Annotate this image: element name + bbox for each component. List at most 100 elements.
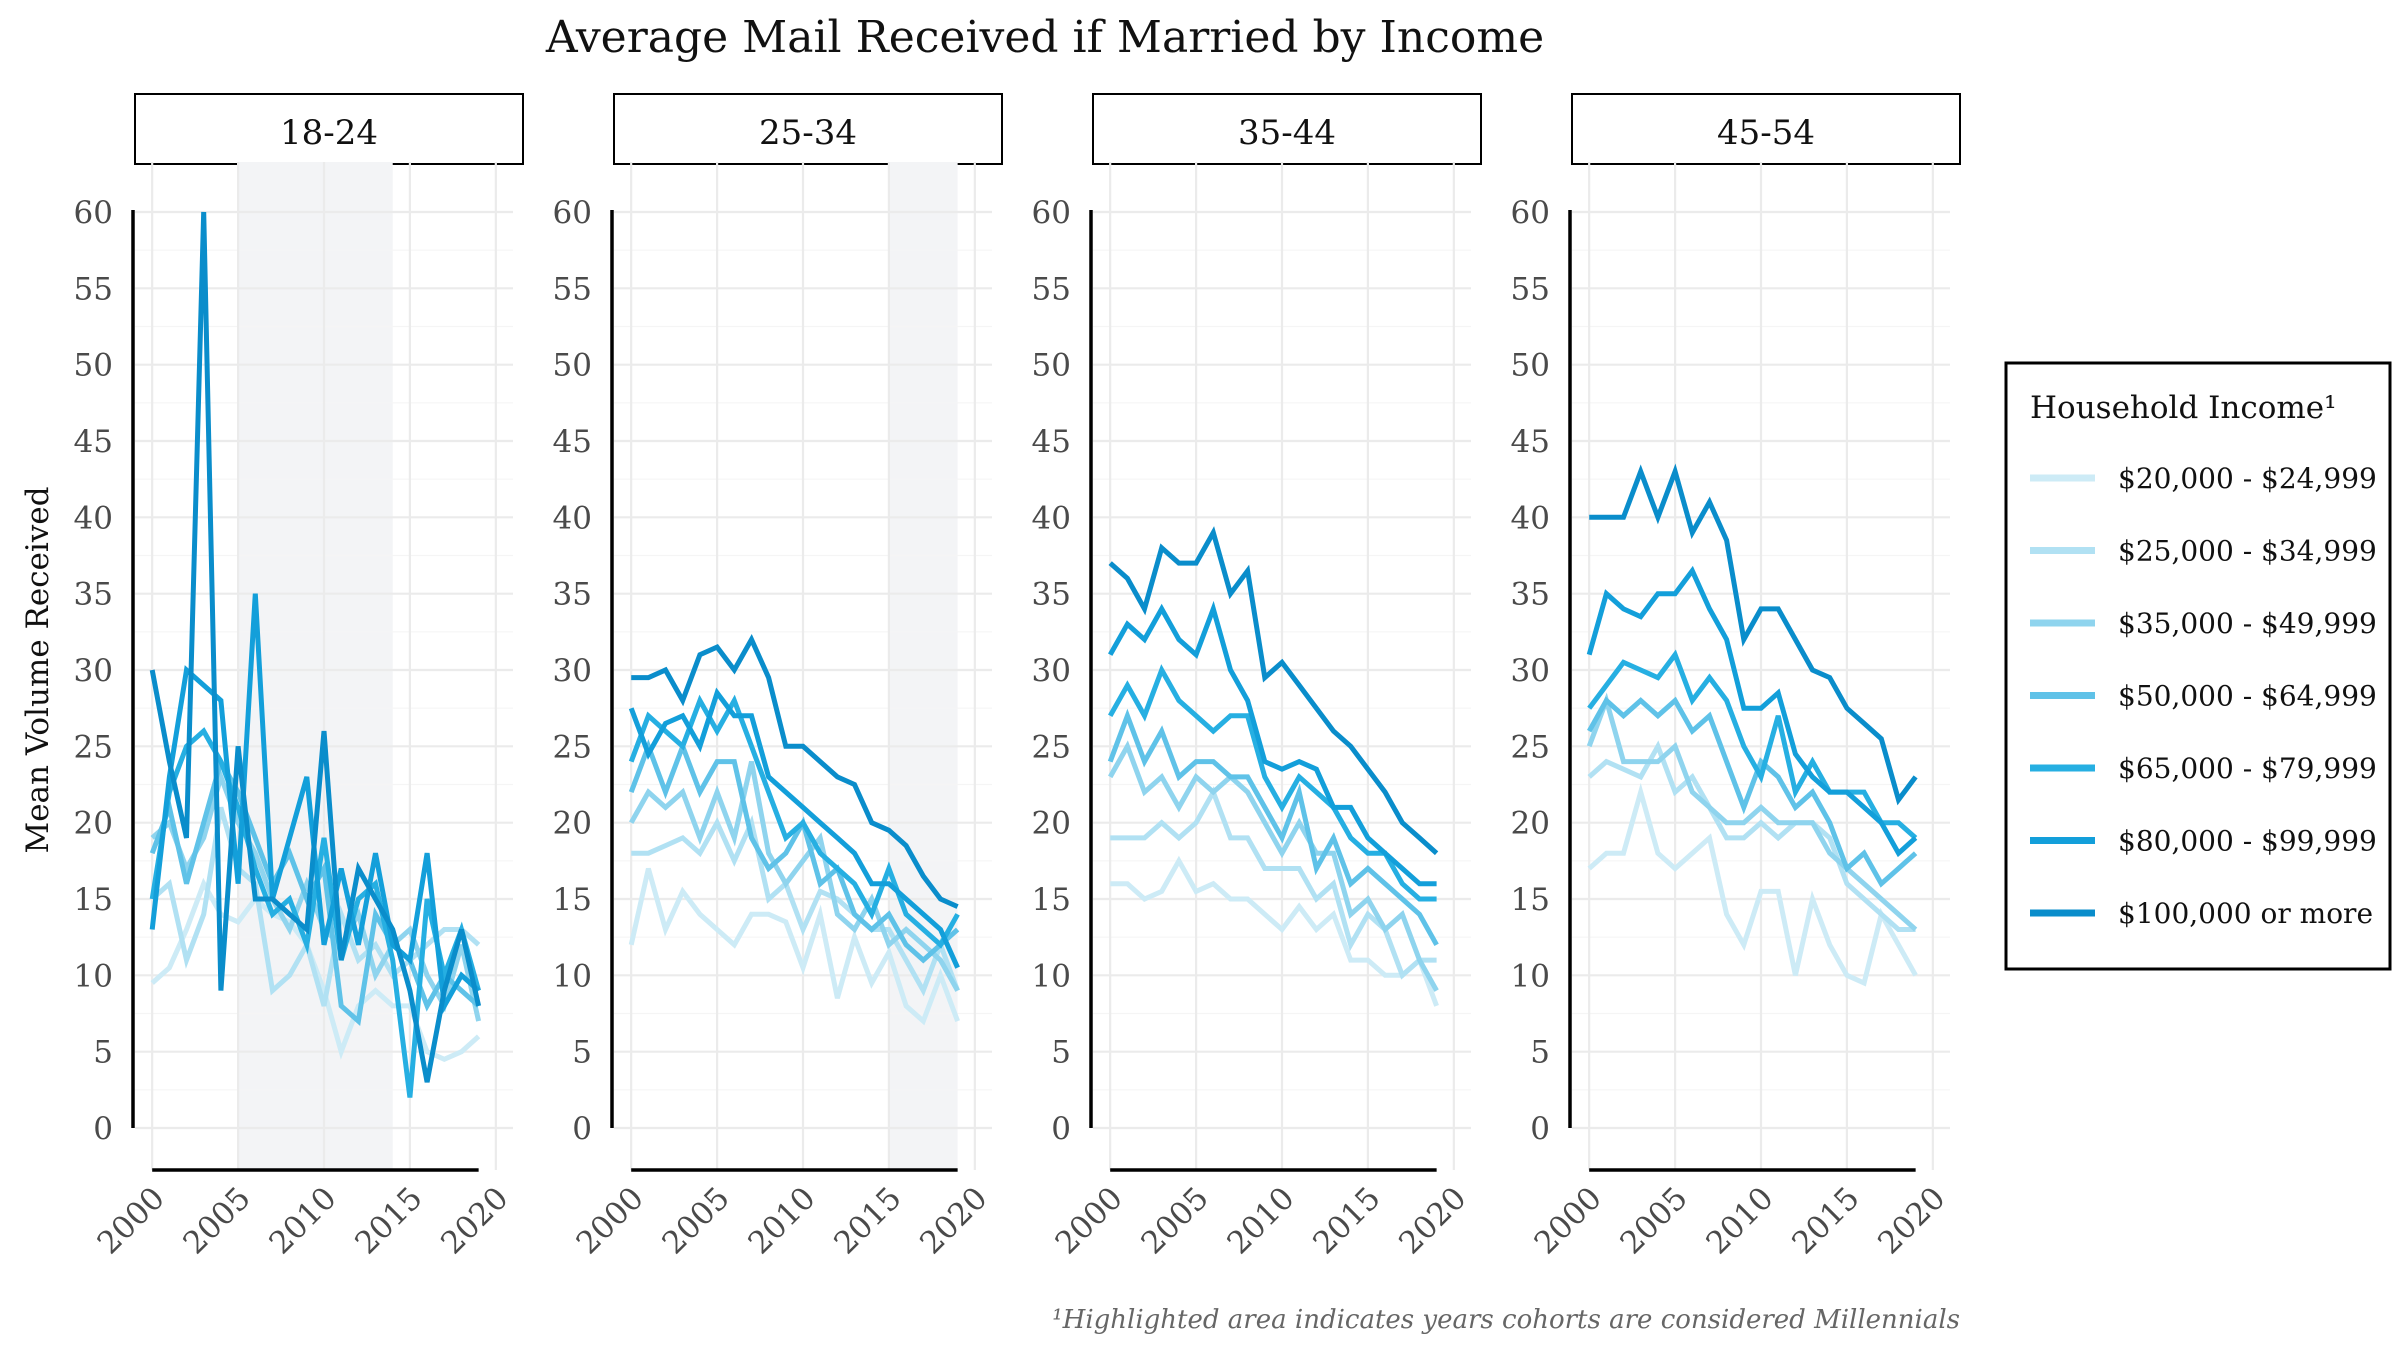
y-tick-label: 55 [553, 271, 592, 307]
y-tick-label: 5 [572, 1035, 592, 1071]
series-line-80-000-99-999 [1108, 600, 1437, 887]
chart-title: Average Mail Received if Married by Inco… [545, 12, 1544, 63]
y-tick-label: 10 [1511, 958, 1550, 994]
y-tick-label: 60 [1511, 195, 1550, 231]
y-tick-label: 45 [1032, 424, 1071, 460]
y-tick-label: 0 [1530, 1111, 1550, 1147]
y-tick-label: 10 [74, 958, 113, 994]
y-tick-label: 0 [93, 1111, 113, 1147]
panel-strip-45-54 [1571, 93, 1961, 165]
legend-item-label: $20,000 - $24,999 [2118, 462, 2377, 495]
series-line-65-000-79-999 [149, 727, 482, 1098]
series-line-50-000-64-999 [1587, 696, 1918, 888]
millennial-highlight [888, 162, 958, 1170]
y-tick-label: 5 [1051, 1035, 1071, 1071]
y-tick-label: 35 [1511, 577, 1550, 613]
legend-title: Household Income¹ [2030, 390, 2337, 426]
y-tick-label: 50 [1511, 348, 1550, 384]
millennial-highlight [238, 162, 393, 1170]
y-tick-label: 35 [1032, 577, 1071, 613]
y-tick-label: 25 [553, 729, 592, 765]
y-tick-label: 25 [74, 729, 113, 765]
y-tick-label: 55 [74, 271, 113, 307]
series-line-20-000-24-999 [628, 867, 960, 1026]
y-tick-label: 10 [553, 958, 592, 994]
y-tick-label: 30 [1511, 653, 1550, 689]
y-tick-label: 40 [553, 500, 592, 536]
y-tick-label: 20 [553, 806, 592, 842]
y-tick-label: 60 [74, 195, 113, 231]
panel-strip-35-44 [1092, 93, 1482, 165]
y-tick-label: 30 [1032, 653, 1071, 689]
legend-item-label: $80,000 - $99,999 [2118, 825, 2377, 858]
series-line-50-000-64-999 [1107, 708, 1439, 947]
y-tick-label: 20 [1032, 806, 1071, 842]
series-line-65-000-79-999 [1587, 649, 1918, 840]
series-line-80-000-99-999 [149, 593, 481, 1014]
legend: Household Income¹ $20,000 - $24,999 $25,00… [2004, 361, 2392, 971]
y-tick-label: 30 [74, 653, 113, 689]
y-tick-label: 50 [74, 348, 113, 384]
series-line-35-000-49-999 [1108, 740, 1439, 992]
panel-strip-25-34 [613, 93, 1003, 165]
y-tick-label: 55 [1032, 271, 1071, 307]
y-tick-label: 5 [1530, 1035, 1550, 1071]
series-line-65-000-79-999 [628, 694, 960, 949]
y-tick-label: 25 [1511, 729, 1550, 765]
y-tick-label: 40 [74, 500, 113, 536]
series-line-35-000-49-999 [1586, 692, 1918, 932]
series-line-100-000-or-more [1108, 526, 1439, 856]
y-tick-label: 25 [1032, 729, 1071, 765]
y-tick-label: 60 [1032, 195, 1071, 231]
y-tick-label: 20 [1511, 806, 1550, 842]
y-tick-label: 15 [553, 882, 592, 918]
y-tick-label: 50 [1032, 348, 1071, 384]
legend-item-label: $100,000 or more [2118, 897, 2373, 930]
series-line-35-000-49-999 [629, 761, 960, 992]
y-axis-label: Mean Volume Received [20, 486, 56, 853]
y-tick-label: 40 [1511, 500, 1550, 536]
y-tick-label: 55 [1511, 271, 1550, 307]
panel-label: 45-54 [1717, 113, 1815, 153]
y-tick-label: 45 [553, 424, 592, 460]
y-tick-label: 15 [1511, 882, 1550, 918]
panel-label: 18-24 [280, 113, 378, 153]
legend-item-label: $65,000 - $79,999 [2118, 752, 2377, 785]
y-tick-label: 45 [1511, 424, 1550, 460]
panel-label: 25-34 [759, 113, 857, 153]
series-line-80-000-99-999 [1586, 565, 1918, 858]
y-tick-label: 60 [553, 195, 592, 231]
panel-label: 35-44 [1238, 113, 1336, 153]
y-tick-label: 15 [74, 882, 113, 918]
y-tick-label: 40 [1032, 500, 1071, 536]
series-line-80-000-99-999 [628, 687, 960, 969]
footnote: ¹Highlighted area indicates years cohort… [1052, 1305, 1960, 1335]
y-tick-label: 5 [93, 1035, 113, 1071]
y-tick-label: 0 [572, 1111, 592, 1147]
series-line-25-000-34-999 [1587, 740, 1916, 932]
y-tick-label: 50 [553, 348, 592, 384]
legend-item-label: $35,000 - $49,999 [2118, 607, 2377, 640]
series-line-100-000-or-more [1589, 463, 1918, 806]
y-tick-label: 0 [1051, 1111, 1071, 1147]
y-tick-label: 30 [553, 653, 592, 689]
y-tick-label: 20 [74, 806, 113, 842]
series-line-50-000-64-999 [628, 739, 960, 964]
series-line-20-000-24-999 [1587, 782, 1918, 987]
series-line-20-000-24-999 [1110, 855, 1439, 1007]
y-tick-label: 15 [1032, 882, 1071, 918]
legend-box [2004, 361, 2392, 971]
y-tick-label: 10 [1032, 958, 1071, 994]
y-tick-label: 35 [74, 577, 113, 613]
series-line-100-000-or-more [149, 211, 482, 1083]
y-tick-label: 45 [74, 424, 113, 460]
legend-item-label: $50,000 - $64,999 [2118, 680, 2377, 713]
series-line-100-000-or-more [631, 633, 959, 909]
panel-strip-18-24 [134, 93, 524, 165]
y-tick-label: 35 [553, 577, 592, 613]
legend-item-label: $25,000 - $34,999 [2118, 535, 2377, 568]
